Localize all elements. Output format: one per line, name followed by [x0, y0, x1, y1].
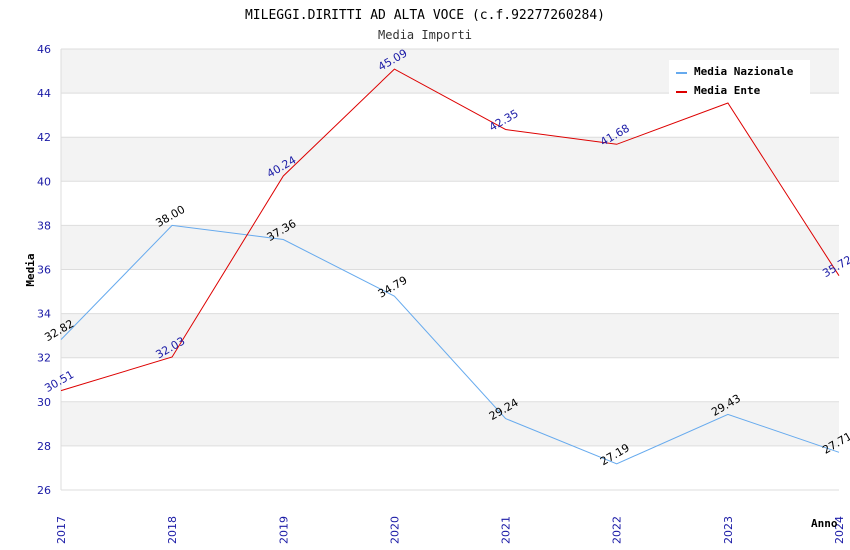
grid-bands	[61, 49, 839, 490]
x-tick-label: 2022	[611, 516, 624, 544]
y-tick-label: 44	[37, 87, 51, 100]
x-tick-label: 2019	[277, 516, 290, 544]
grid-band	[61, 401, 839, 446]
chart-title: MILEGGI.DIRITTI AD ALTA VOCE (c.f.922772…	[245, 8, 605, 23]
x-tick-label: 2020	[388, 516, 401, 544]
x-axis-label: Anno	[811, 517, 838, 530]
chart-subtitle: Media Importi	[378, 28, 472, 42]
y-tick-label: 32	[37, 352, 51, 365]
legend: Media Nazionale Media Ente	[669, 60, 810, 100]
x-tick-label: 2018	[166, 516, 179, 544]
y-tick-label: 40	[37, 175, 51, 188]
y-tick-label: 36	[37, 264, 51, 277]
grid-band	[61, 181, 839, 226]
grid-band	[61, 93, 839, 138]
y-axis-label: Media	[24, 253, 37, 286]
y-tick-label: 34	[37, 308, 51, 321]
grid-band	[61, 357, 839, 402]
y-tick-label: 46	[37, 43, 51, 56]
series-line	[60, 68, 840, 392]
legend-label: Media Ente	[694, 84, 761, 97]
grid-band	[61, 269, 839, 314]
y-tick-label: 42	[37, 131, 51, 144]
legend-label: Media Nazionale	[694, 65, 794, 78]
y-tick-label: 28	[37, 440, 51, 453]
grid-band	[61, 445, 839, 490]
legend-box	[669, 60, 810, 100]
y-tick-label: 38	[37, 219, 51, 232]
series-lines	[60, 68, 840, 465]
x-tick-label: 2017	[55, 516, 68, 544]
y-tick-label: 26	[37, 484, 51, 497]
x-tick-label: 2023	[722, 516, 735, 544]
grid-band	[61, 313, 839, 358]
grid-band	[61, 137, 839, 182]
series-line	[60, 224, 840, 465]
y-axis-ticks: 26 28 30 32 34 36 38 40 42 44 46	[37, 43, 51, 497]
x-tick-label: 2024	[833, 516, 846, 544]
x-axis-ticks: 2017 2018 2019 2020 2021 2022 2023 2024	[55, 516, 846, 544]
x-tick-label: 2021	[500, 516, 513, 544]
y-tick-label: 30	[37, 396, 51, 409]
grid-band	[61, 225, 839, 270]
